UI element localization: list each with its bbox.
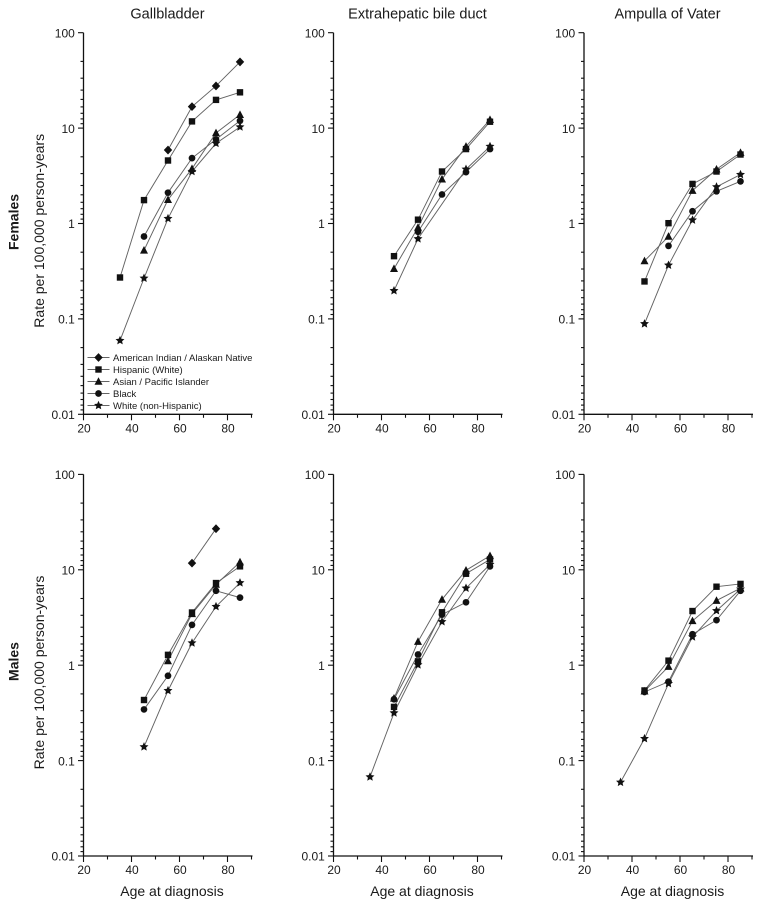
svg-text:40: 40 — [375, 421, 389, 435]
svg-text:20: 20 — [327, 421, 341, 435]
svg-text:10: 10 — [311, 564, 325, 578]
svg-text:60: 60 — [674, 863, 688, 877]
svg-text:40: 40 — [626, 863, 640, 877]
svg-text:60: 60 — [173, 421, 187, 435]
svg-text:0.01: 0.01 — [552, 408, 576, 422]
svg-text:Gallbladder: Gallbladder — [130, 7, 204, 23]
svg-text:0.1: 0.1 — [58, 754, 75, 768]
svg-text:20: 20 — [578, 421, 592, 435]
svg-text:Males: Males — [5, 642, 21, 681]
svg-text:80: 80 — [722, 421, 736, 435]
svg-text:Asian / Pacific Islander: Asian / Pacific Islander — [113, 377, 209, 388]
svg-text:80: 80 — [471, 863, 485, 877]
svg-text:0.01: 0.01 — [51, 850, 75, 864]
svg-text:1: 1 — [68, 659, 75, 673]
svg-text:Rate per 100,000 person-years: Rate per 100,000 person-years — [31, 134, 47, 328]
svg-text:80: 80 — [221, 421, 235, 435]
svg-text:Females: Females — [5, 194, 21, 250]
svg-text:American Indian / Alaskan Nati: American Indian / Alaskan Native — [113, 353, 252, 364]
svg-text:40: 40 — [626, 421, 640, 435]
svg-text:10: 10 — [311, 122, 325, 136]
svg-text:Rate per 100,000 person-years: Rate per 100,000 person-years — [31, 576, 47, 770]
svg-text:10: 10 — [61, 564, 75, 578]
svg-text:Extrahepatic bile duct: Extrahepatic bile duct — [348, 7, 487, 23]
svg-text:60: 60 — [423, 863, 437, 877]
svg-text:80: 80 — [722, 863, 736, 877]
svg-text:100: 100 — [555, 468, 575, 482]
svg-text:0.1: 0.1 — [308, 754, 325, 768]
svg-text:100: 100 — [555, 26, 575, 40]
svg-text:0.1: 0.1 — [58, 313, 75, 327]
svg-text:1: 1 — [68, 217, 75, 231]
svg-text:10: 10 — [562, 122, 576, 136]
svg-text:0.01: 0.01 — [301, 850, 325, 864]
svg-text:10: 10 — [61, 122, 75, 136]
svg-text:10: 10 — [562, 564, 576, 578]
svg-text:Hispanic (White): Hispanic (White) — [113, 365, 183, 376]
svg-text:Age at diagnosis: Age at diagnosis — [120, 883, 224, 899]
svg-text:60: 60 — [674, 421, 688, 435]
svg-text:40: 40 — [375, 863, 389, 877]
svg-text:20: 20 — [578, 863, 592, 877]
svg-text:White (non-Hispanic): White (non-Hispanic) — [113, 401, 202, 412]
svg-text:100: 100 — [55, 468, 75, 482]
svg-text:Age at diagnosis: Age at diagnosis — [370, 883, 474, 899]
svg-text:100: 100 — [305, 468, 325, 482]
svg-text:0.1: 0.1 — [308, 313, 325, 327]
svg-text:1: 1 — [569, 217, 576, 231]
svg-text:20: 20 — [77, 863, 91, 877]
svg-text:Age at diagnosis: Age at diagnosis — [621, 883, 725, 899]
svg-text:1: 1 — [569, 659, 576, 673]
svg-text:1: 1 — [318, 659, 325, 673]
svg-text:20: 20 — [327, 863, 341, 877]
svg-text:40: 40 — [125, 421, 139, 435]
svg-text:0.01: 0.01 — [51, 408, 75, 422]
svg-text:40: 40 — [125, 863, 139, 877]
svg-text:60: 60 — [423, 421, 437, 435]
svg-text:0.1: 0.1 — [559, 754, 576, 768]
svg-text:0.01: 0.01 — [552, 850, 576, 864]
svg-text:80: 80 — [471, 421, 485, 435]
svg-text:80: 80 — [221, 863, 235, 877]
svg-text:20: 20 — [77, 421, 91, 435]
svg-text:Ampulla of Vater: Ampulla of Vater — [614, 7, 720, 23]
svg-text:0.01: 0.01 — [301, 408, 325, 422]
svg-text:100: 100 — [305, 26, 325, 40]
svg-text:100: 100 — [55, 26, 75, 40]
svg-text:Black: Black — [113, 389, 136, 400]
svg-text:1: 1 — [318, 217, 325, 231]
svg-text:60: 60 — [173, 863, 187, 877]
svg-text:0.1: 0.1 — [559, 313, 576, 327]
